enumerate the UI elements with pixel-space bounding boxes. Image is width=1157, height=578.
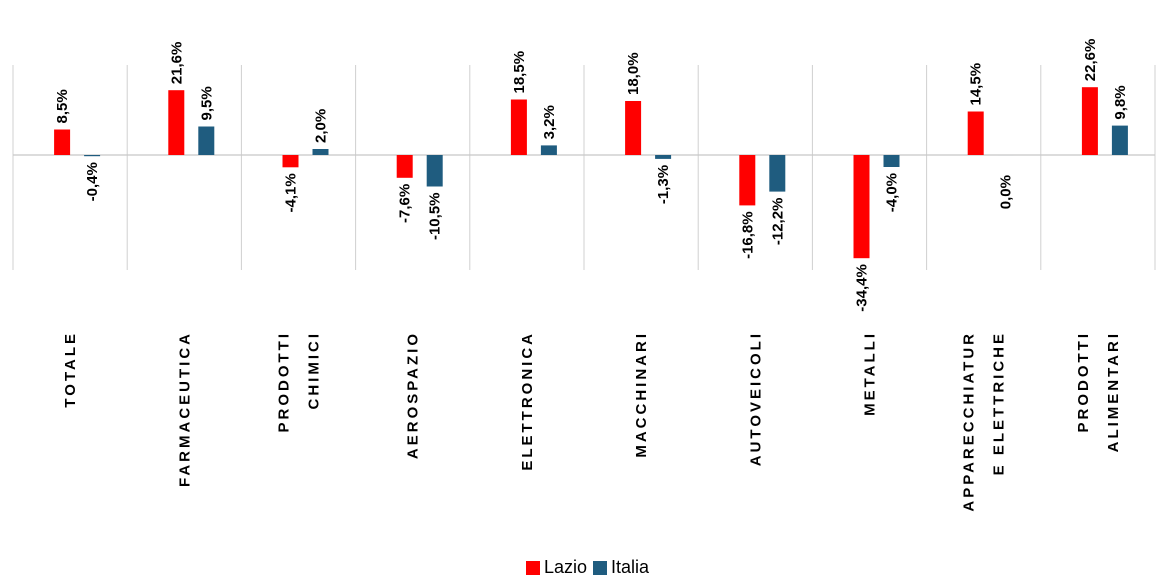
bar-italia	[312, 149, 329, 155]
category-label: PRODOTTI	[1075, 331, 1092, 433]
data-label: 9,8%	[1112, 85, 1129, 119]
data-label: 22,6%	[1082, 39, 1099, 82]
bar-lazio	[396, 155, 413, 178]
bar-lazio	[967, 111, 984, 155]
bar-lazio	[1081, 87, 1098, 155]
bar-italia	[655, 155, 672, 159]
data-label: 18,5%	[511, 51, 528, 94]
bar-lazio	[510, 99, 527, 155]
data-label: 2,0%	[313, 109, 330, 143]
bar-lazio	[168, 90, 185, 155]
bar-lazio	[739, 155, 756, 206]
category-label: FARMACEUTICA	[176, 331, 193, 487]
data-label: 0,0%	[998, 175, 1015, 209]
data-label: -4,1%	[283, 173, 300, 212]
data-label: -10,5%	[427, 193, 444, 241]
data-label: -0,4%	[84, 162, 101, 201]
data-label: 21,6%	[168, 42, 185, 85]
category-label: AEROSPAZIO	[405, 331, 422, 459]
data-label: -1,3%	[655, 165, 672, 204]
category-label: PRODOTTI	[276, 331, 293, 433]
data-label: -4,0%	[884, 173, 901, 212]
bar-lazio	[54, 129, 71, 155]
category-label: MACCHINARI	[633, 331, 650, 458]
category-label: CHIMICI	[306, 331, 323, 410]
data-label: 18,0%	[625, 52, 642, 95]
bar-italia	[1111, 125, 1128, 155]
legend-swatch-lazio	[526, 560, 540, 575]
bar-italia	[198, 126, 215, 155]
category-label: E ELETTRICHE	[991, 331, 1008, 475]
data-label: 3,2%	[541, 105, 558, 139]
category-label: METALLI	[862, 331, 879, 416]
bar-lazio	[282, 155, 299, 168]
category-label: ELETTRONICA	[519, 331, 536, 471]
data-label: 14,5%	[968, 63, 985, 106]
chart-legend: Lazio Italia	[526, 557, 655, 578]
category-label: ALIMENTARI	[1105, 331, 1122, 452]
legend-item-lazio: Lazio	[526, 557, 587, 578]
bar-italia	[883, 155, 900, 167]
legend-label-italia: Italia	[611, 557, 650, 577]
category-label: TOTALE	[62, 331, 79, 408]
legend-swatch-italia	[593, 560, 608, 575]
bar-italia	[84, 155, 101, 157]
data-label: -34,4%	[854, 264, 871, 312]
category-label: APPARECCHIATUR	[961, 331, 978, 512]
data-label: 8,5%	[54, 89, 71, 123]
legend-label-lazio: Lazio	[544, 557, 588, 577]
category-label: AUTOVEICOLI	[747, 331, 764, 466]
bar-italia	[540, 145, 557, 155]
data-label: -7,6%	[397, 184, 414, 223]
bar-lazio	[853, 155, 870, 259]
data-label: 9,5%	[198, 86, 215, 120]
legend-item-italia: Italia	[593, 557, 649, 578]
data-label: -12,2%	[769, 198, 786, 246]
bar-italia	[769, 155, 786, 192]
bar-lazio	[625, 101, 642, 155]
data-label: -16,8%	[739, 211, 756, 259]
bar-italia	[426, 155, 443, 187]
